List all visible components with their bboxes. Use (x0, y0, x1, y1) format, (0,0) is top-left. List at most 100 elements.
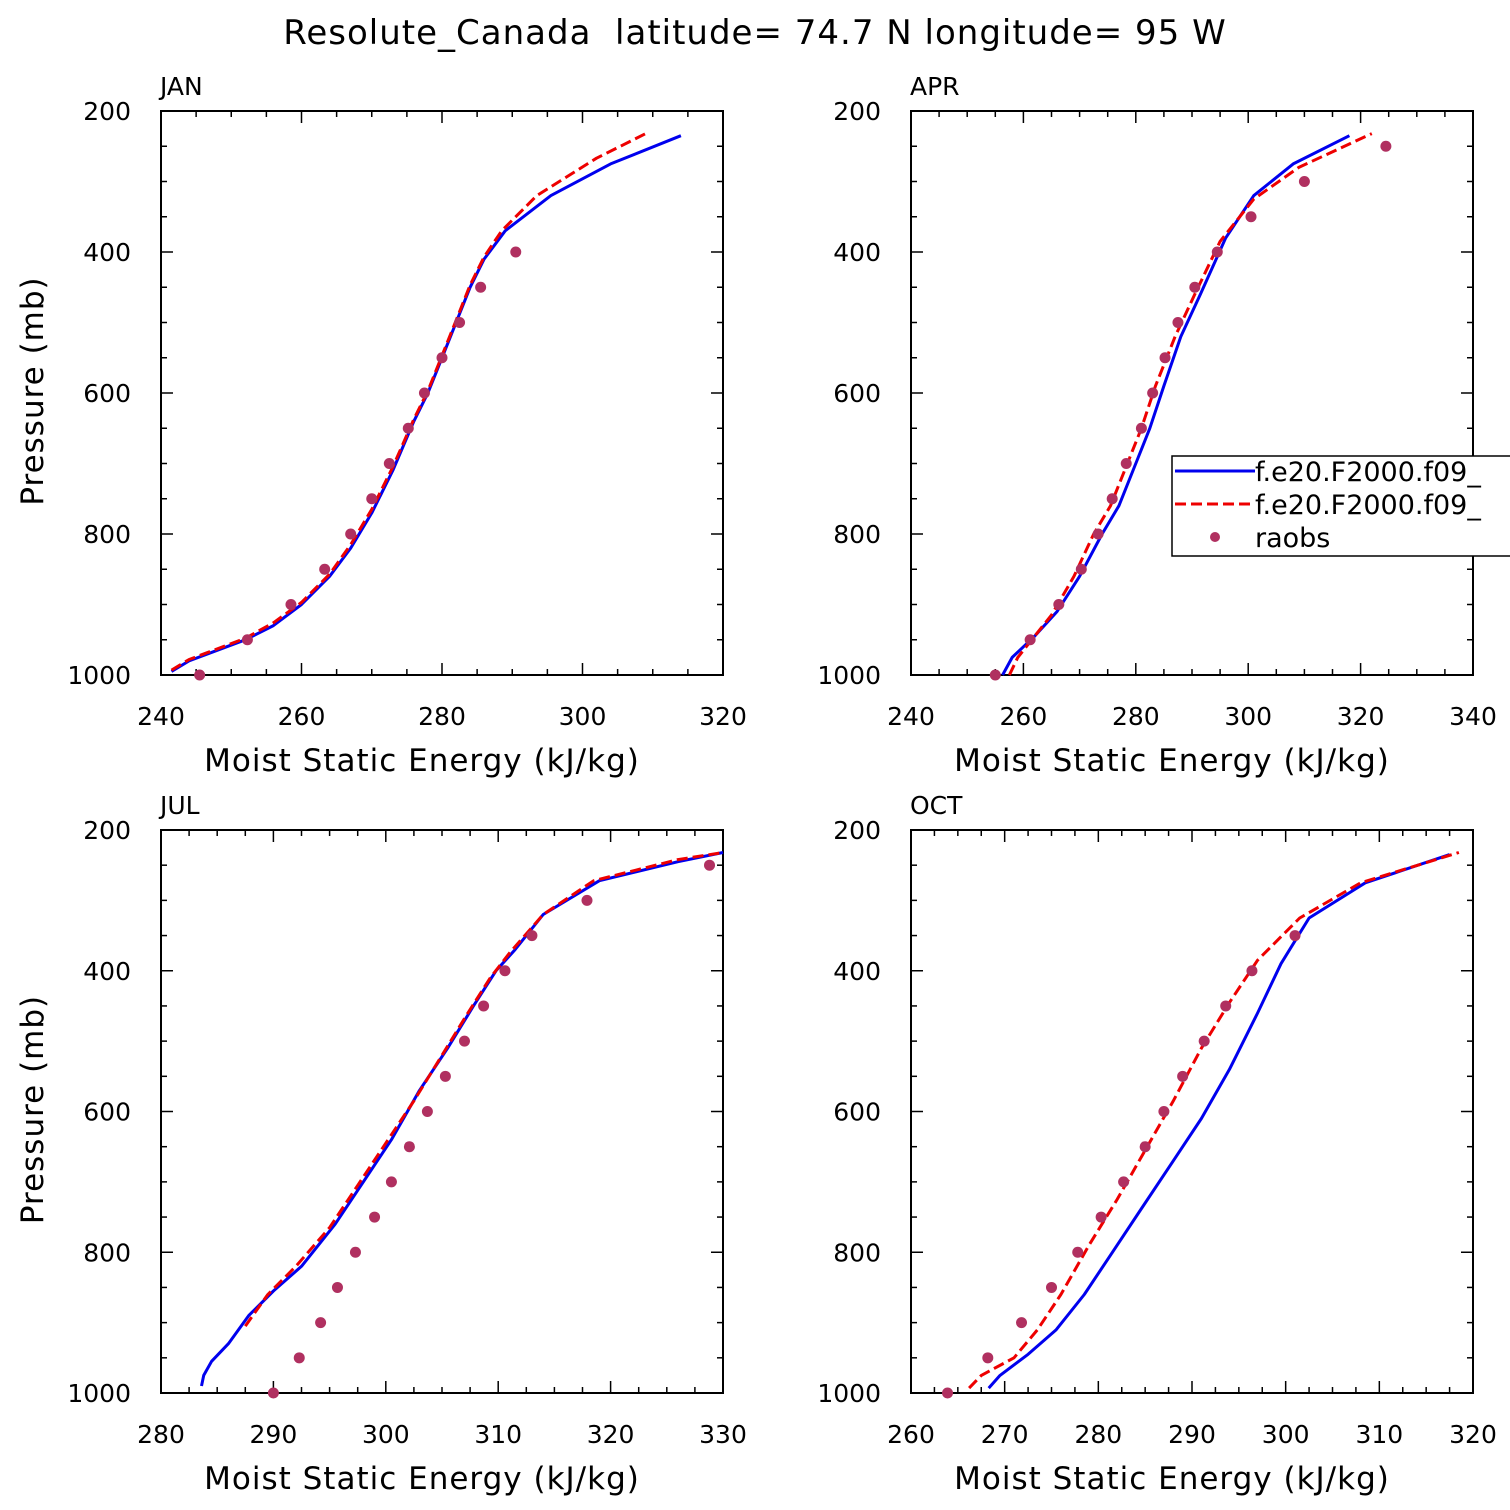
raobs-point (989, 669, 1001, 681)
panel-title: JAN (158, 72, 203, 101)
y-tick-label: 600 (833, 379, 881, 408)
x-tick-label: 260 (1000, 702, 1048, 731)
y-tick-label: 800 (83, 1238, 131, 1267)
panel-title: JUL (158, 791, 200, 820)
raobs-point (1198, 1035, 1210, 1047)
series1-line (1001, 134, 1351, 676)
raobs-point (285, 599, 297, 610)
legend: f.e20.F2000.f09_ f.e20.F2000.f09_ raobs (1171, 455, 1510, 557)
panel-title: APR (910, 72, 960, 101)
raobs-point (1245, 211, 1257, 223)
plot-frame (910, 110, 1474, 676)
y-tick-label: 600 (83, 1098, 131, 1127)
x-tick-label: 310 (474, 1420, 522, 1449)
x-tick-label: 280 (418, 702, 466, 731)
series1-line (170, 134, 682, 673)
raobs-point (1053, 599, 1065, 610)
raobs-point (1380, 140, 1392, 152)
series2-line (968, 851, 1460, 1390)
y-tick-label: 400 (83, 238, 131, 267)
raobs-point (1135, 422, 1147, 434)
y-tick-label: 200 (83, 816, 131, 845)
raobs-point (385, 1176, 397, 1188)
raobs-point (1092, 528, 1104, 540)
plot-frame (160, 829, 724, 1394)
raobs-point (383, 458, 395, 469)
raobs-point (510, 246, 522, 258)
raobs-point (369, 1211, 381, 1223)
chart-panel-oct: 260 270 280 290 300 310 320 200 400 600 800 1000 OCT… (817, 791, 1496, 1497)
raobs-point (194, 669, 206, 681)
raobs-point (403, 1141, 415, 1153)
x-tick-label: 260 (278, 702, 326, 731)
x-tick-label: 330 (699, 1420, 747, 1449)
y-tick-label: 800 (833, 1238, 881, 1267)
chart-panel-apr: 240 260 280 300 320 340 200 400 600 800 1000 APR Moi… (817, 72, 1496, 779)
y-tick-label: 200 (833, 816, 881, 845)
raobs-point (1211, 246, 1223, 258)
x-tick-label: 280 (1112, 702, 1160, 731)
x-axis-label: Moist Static Energy (kJ/kg) (204, 1461, 640, 1497)
panel-title: OCT (910, 791, 963, 820)
raobs-point (1139, 1141, 1151, 1153)
raobs-point (1106, 493, 1118, 505)
legend-swatch-raobs (1210, 532, 1220, 542)
raobs-point (704, 859, 716, 871)
y-tick-label: 800 (83, 520, 131, 549)
raobs-point (1120, 458, 1132, 469)
x-axis-label: Moist Static Energy (kJ/kg) (954, 743, 1390, 779)
y-tick-label: 600 (83, 379, 131, 408)
raobs-point (454, 317, 466, 328)
x-tick-label: 240 (887, 702, 935, 731)
raobs-point (526, 930, 538, 942)
raobs-point (293, 1352, 305, 1364)
series2-line (170, 132, 647, 672)
panels: 240 260 280 300 320 200 400 600 800 1000 JAN Moist … (15, 72, 1497, 1497)
raobs-point (475, 281, 487, 293)
series2-line (1008, 132, 1373, 676)
x-axis-label: Moist Static Energy (kJ/kg) (954, 1461, 1390, 1497)
raobs-point (421, 1106, 433, 1117)
chart-panel-jul: 280 290 300 310 320 330 200 400 600 800 1000 JUL Moi… (15, 791, 747, 1497)
raobs-point (331, 1281, 343, 1293)
raobs-point (581, 894, 593, 906)
x-tick-label: 300 (1224, 702, 1272, 731)
y-axis-label: Pressure (mb) (15, 995, 51, 1224)
raobs-point (402, 422, 414, 434)
raobs-point (1072, 1246, 1084, 1258)
x-tick-label: 270 (981, 1420, 1029, 1449)
raobs-point (345, 528, 357, 540)
y-tick-label: 1000 (817, 661, 881, 690)
y-tick-label: 400 (833, 238, 881, 267)
raobs-point (458, 1035, 470, 1047)
series2-line (244, 851, 724, 1327)
y-tick-label: 1000 (817, 1379, 881, 1408)
raobs-point (942, 1387, 954, 1399)
series1-line (200, 851, 724, 1387)
raobs-point (319, 563, 331, 575)
x-tick-label: 340 (1449, 702, 1497, 731)
raobs-point (315, 1317, 327, 1329)
series1-line (987, 853, 1451, 1390)
raobs-point (1246, 965, 1258, 977)
y-tick-label: 600 (833, 1098, 881, 1127)
y-tick-label: 200 (833, 97, 881, 126)
y-tick-label: 400 (833, 957, 881, 986)
y-tick-label: 1000 (67, 661, 131, 690)
raobs-point (1158, 1106, 1170, 1117)
y-tick-label: 400 (83, 957, 131, 986)
raobs-point (1172, 317, 1184, 328)
chart-panel-jan: 240 260 280 300 320 200 400 600 800 1000 JAN Moist … (15, 72, 747, 779)
x-tick-label: 290 (1168, 1420, 1216, 1449)
raobs-point (366, 493, 378, 505)
x-tick-label: 240 (137, 702, 185, 731)
x-tick-label: 300 (1262, 1420, 1310, 1449)
plot-frame (160, 110, 724, 676)
raobs-point (1289, 930, 1301, 942)
x-tick-label: 300 (559, 702, 607, 731)
y-tick-label: 1000 (67, 1379, 131, 1408)
raobs-point (1147, 387, 1159, 399)
raobs-point (1075, 563, 1087, 575)
raobs-point (267, 1387, 279, 1399)
